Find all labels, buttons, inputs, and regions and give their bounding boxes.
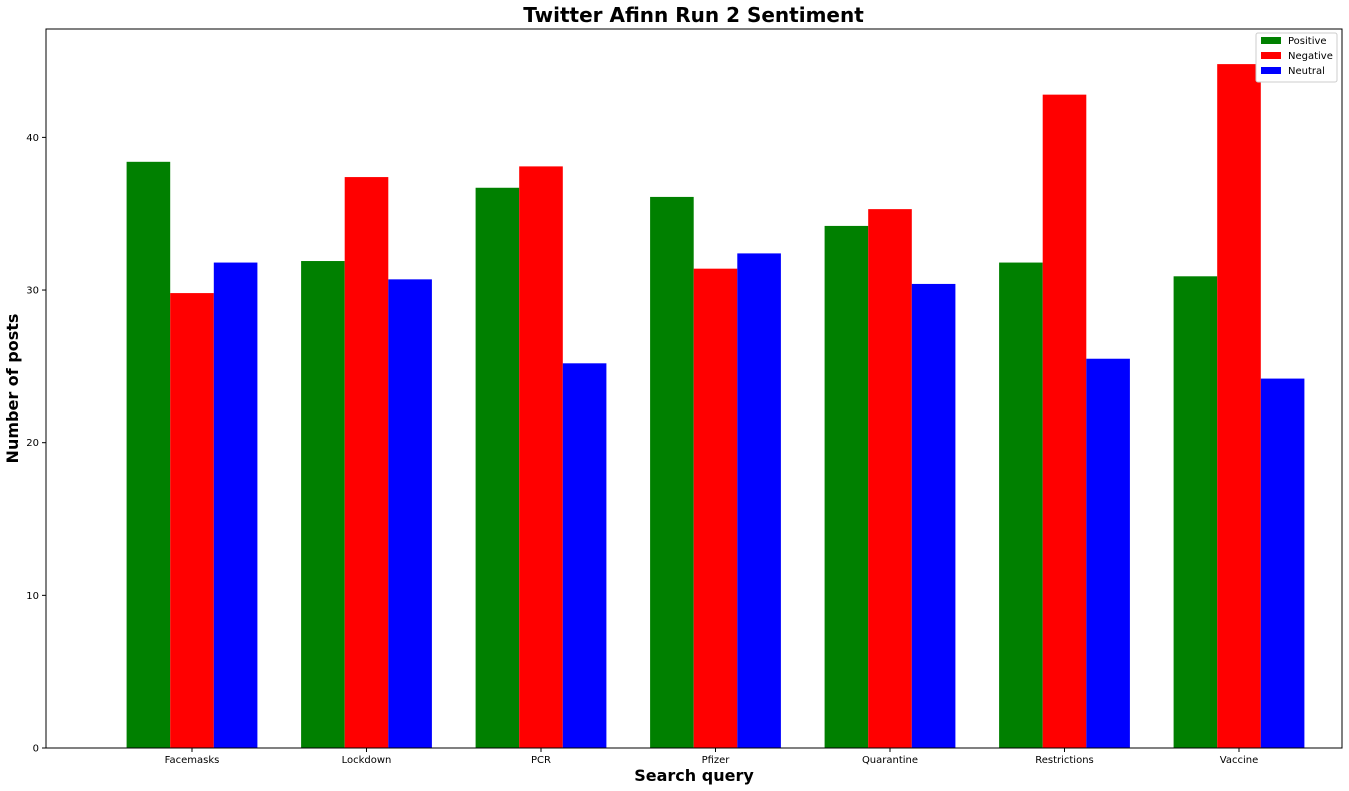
bar-neutral-quarantine <box>911 283 956 748</box>
y-tick-label: 0 <box>33 744 39 755</box>
y-axis-label: Number of posts <box>3 314 22 464</box>
bar-negative-pfizer <box>693 268 738 748</box>
bar-neutral-lockdown <box>388 279 432 748</box>
bar-positive-facemasks <box>126 161 171 748</box>
bar-negative-facemasks <box>170 293 214 748</box>
bar-negative-pcr <box>519 166 563 748</box>
x-tick-label: Quarantine <box>862 755 918 766</box>
bar-positive-lockdown <box>301 261 345 748</box>
legend-swatch-neutral <box>1261 67 1281 74</box>
legend-swatch-negative <box>1261 52 1281 59</box>
x-tick-label: Vaccine <box>1220 755 1258 766</box>
bar-positive-pfizer <box>650 196 694 749</box>
legend-label-negative: Negative <box>1288 51 1333 62</box>
bar-positive-quarantine <box>824 225 869 749</box>
y-tick-label: 10 <box>26 591 39 602</box>
bar-negative-restrictions <box>1042 94 1087 748</box>
x-tick-label: PCR <box>531 755 551 766</box>
legend: Positive Negative Neutral <box>1255 32 1338 83</box>
bar-negative-quarantine <box>868 209 912 748</box>
x-axis-label: Search query <box>634 766 754 785</box>
bar-neutral-restrictions <box>1086 358 1130 748</box>
bar-neutral-pfizer <box>737 253 781 748</box>
x-tick-label: Facemasks <box>165 755 220 766</box>
plot-frame <box>45 28 1343 749</box>
legend-label-positive: Positive <box>1288 36 1327 47</box>
legend-label-neutral: Neutral <box>1288 66 1325 77</box>
x-tick-label: Restrictions <box>1035 755 1094 766</box>
legend-swatch-positive <box>1261 37 1281 44</box>
axes-group: Facemasks Lockdown PCR Pfizer Quarantine Rest… <box>26 133 1258 766</box>
bar-negative-vaccine <box>1217 64 1261 749</box>
bar-neutral-vaccine <box>1260 378 1305 748</box>
chart-title: Twitter Afinn Run 2 Sentiment <box>523 3 864 27</box>
x-tick-label: Lockdown <box>342 755 392 766</box>
bar-neutral-facemasks <box>213 262 258 748</box>
y-tick-label: 30 <box>26 286 39 297</box>
bars-group <box>126 64 1305 749</box>
x-tick-label: Pfizer <box>702 755 731 766</box>
bar-positive-vaccine <box>1173 276 1218 748</box>
bar-neutral-pcr <box>562 363 607 748</box>
y-tick-label: 40 <box>26 133 39 144</box>
y-tick-label: 20 <box>26 438 39 449</box>
bar-negative-lockdown <box>344 177 389 748</box>
bar-positive-restrictions <box>999 262 1043 748</box>
bar-positive-pcr <box>475 187 520 748</box>
